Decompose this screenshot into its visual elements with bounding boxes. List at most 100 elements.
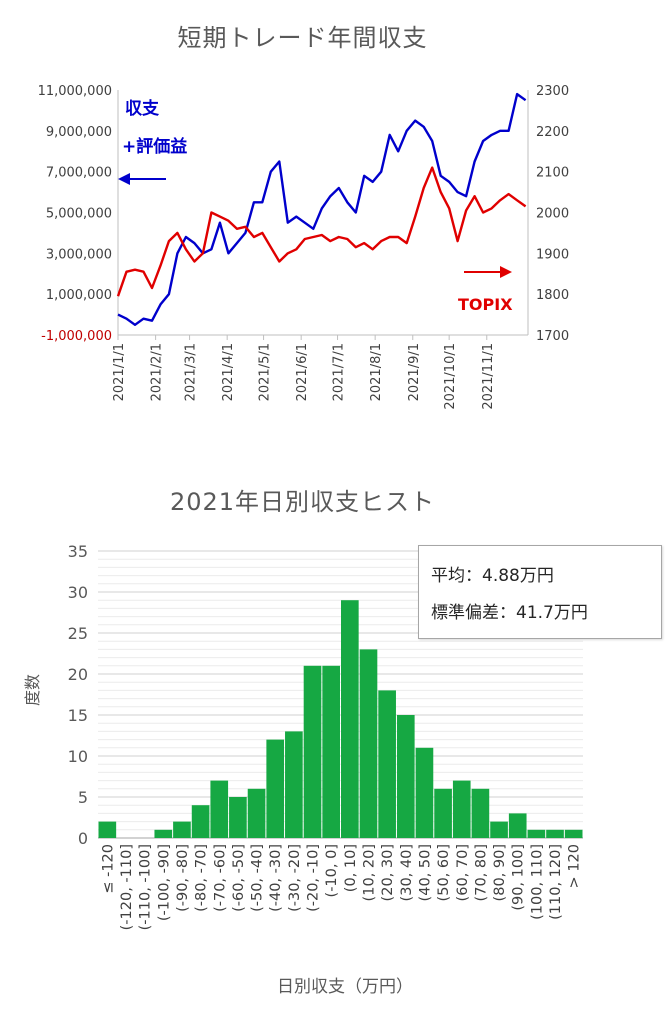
stats-mean: 平均：4.88万円	[431, 566, 554, 586]
series-label-topix: TOPIX	[458, 295, 513, 314]
histogram-x-tick-label: (110, 120]	[548, 844, 564, 920]
x-tick-label: 2021/8/1	[369, 343, 384, 401]
x-tick-label: 2021/4/1	[221, 343, 236, 401]
histogram-y-tick-label: 20	[68, 665, 88, 684]
histogram-bar	[396, 715, 415, 838]
histogram-bar	[471, 788, 490, 838]
histogram-x-tick-label: (-90, -80]	[175, 844, 191, 912]
histogram-x-tick-label: > 120	[567, 844, 583, 888]
histogram-bar	[452, 780, 471, 838]
histogram-x-tick-label: (0, 10]	[343, 844, 359, 892]
histogram-x-tick-label: (-10, 0]	[324, 844, 340, 897]
histogram-y-ticks: 0 5 10 15 20 25 30 35	[68, 542, 88, 848]
histogram-bar	[247, 788, 266, 838]
histogram-bar	[378, 690, 396, 838]
histogram-x-tick-label: (10, 20]	[361, 844, 377, 901]
histogram-bar	[266, 739, 285, 838]
right-tick-label: 2100	[536, 166, 569, 181]
histogram-x-tick-label: (-60, -50]	[231, 844, 247, 912]
histogram-y-tick-label: 0	[78, 829, 88, 848]
pnl-series-line	[117, 92, 527, 326]
x-tick-label: 2021/10/1	[443, 343, 458, 410]
x-tick-label: 2021/3/1	[184, 343, 199, 401]
histogram-bar	[415, 747, 434, 838]
x-tick-label: 2021/9/1	[407, 343, 422, 401]
histogram-x-tick-label: (60, 70]	[455, 844, 471, 901]
histogram-y-tick-label: 30	[68, 583, 88, 602]
histogram-x-label: 日別収支（万円）	[277, 977, 413, 997]
histogram-y-tick-label: 5	[78, 788, 88, 807]
series-annotations: 収支 +評価益 TOPIX	[118, 98, 513, 314]
histogram-bar	[564, 829, 583, 838]
histogram-x-tick-label: (40, 50]	[417, 844, 433, 901]
histogram-x-tick-label: (-110, -100]	[138, 844, 154, 930]
x-axis-ticks: 2021/1/1 2021/2/1 2021/3/1 2021/4/1 2021/5/1…	[112, 335, 496, 410]
series-label-pnl-line2: +評価益	[122, 136, 187, 157]
histogram-x-tick-label: (-100, -90]	[156, 844, 172, 921]
histogram-bar	[210, 780, 229, 838]
line-chart: 11,000,000 9,000,000 7,000,000 5,000,000 3,0…	[38, 84, 570, 410]
line-series	[116, 92, 527, 326]
histogram-x-tick-label: (-50, -40]	[250, 844, 266, 912]
histogram-x-tick-label: (70, 80]	[473, 844, 489, 901]
stats-stddev: 標準偏差：41.7万円	[431, 603, 588, 623]
right-tick-label: 1700	[536, 329, 569, 344]
x-tick-label: 2021/5/1	[258, 343, 273, 401]
histogram-bar	[98, 821, 117, 838]
left-tick-label: 9,000,000	[46, 125, 112, 140]
left-tick-label: 3,000,000	[46, 247, 112, 262]
histogram-bar	[154, 829, 173, 838]
right-arrow-icon	[464, 266, 512, 278]
histogram-x-tick-label: (-70, -60]	[212, 844, 228, 912]
histogram-x-tick-label: (50, 60]	[436, 844, 452, 901]
histogram-bar	[285, 731, 303, 838]
histogram-x-tick-label: (20, 30]	[380, 844, 396, 901]
histogram-bar	[173, 821, 191, 838]
histogram-x-tick-label: (80, 90]	[492, 844, 508, 901]
chart2-title: 2021年日別収支ヒスト	[169, 488, 436, 516]
chart1-title: 短期トレード年間収支	[177, 24, 428, 52]
right-tick-label: 2000	[536, 207, 569, 222]
histogram-bar	[359, 649, 378, 838]
right-tick-label: 1900	[536, 247, 569, 262]
x-tick-label: 2021/1/1	[112, 343, 127, 401]
stats-box: 平均：4.88万円 標準偏差：41.7万円	[418, 545, 662, 639]
x-tick-label: 2021/2/1	[150, 343, 165, 401]
histogram-y-label: 度数	[23, 674, 42, 706]
histogram-bars	[98, 600, 583, 838]
x-tick-label: 2021/11/1	[481, 343, 496, 410]
histogram-x-tick-label: (-20, -10]	[306, 844, 322, 912]
right-tick-label: 2300	[536, 84, 569, 99]
histogram-bar	[341, 600, 359, 838]
histogram-bar	[322, 665, 340, 838]
histogram-x-tick-label: (100, 110]	[529, 844, 545, 920]
left-tick-label: 11,000,000	[38, 84, 112, 99]
histogram-x-tick-label: ≤ -120	[100, 844, 116, 894]
left-tick-label: 7,000,000	[46, 166, 112, 181]
histogram-bar	[303, 665, 322, 838]
histogram-bar	[434, 788, 452, 838]
histogram-bar	[508, 813, 527, 838]
histogram-bar	[191, 805, 210, 838]
histogram-y-tick-label: 25	[68, 624, 88, 643]
histogram-x-tick-label: (-30, -20]	[287, 844, 303, 912]
histogram-x-ticks: ≤ -120 (-120, -110] (-110, -100] (-100, -90…	[100, 844, 582, 930]
histogram-x-tick-label: (-40, -30]	[268, 844, 284, 912]
left-tick-label: -1,000,000	[41, 329, 112, 344]
histogram-bar	[527, 829, 546, 838]
left-tick-label: 5,000,000	[46, 207, 112, 222]
topix-series-line	[116, 166, 527, 297]
left-tick-label: 1,000,000	[46, 288, 112, 303]
histogram-x-tick-label: (90, 100]	[511, 844, 527, 911]
histogram-bar	[490, 821, 508, 838]
histogram-x-tick-label: (30, 40]	[399, 844, 415, 901]
right-axis-ticks: 2300 2200 2100 2000 1900 1800 1700	[536, 84, 569, 344]
x-tick-label: 2021/7/1	[332, 343, 347, 401]
right-tick-label: 1800	[536, 288, 569, 303]
right-tick-label: 2200	[536, 125, 569, 140]
left-arrow-icon	[118, 173, 166, 185]
histogram-y-tick-label: 10	[68, 747, 88, 766]
series-label-pnl-line1: 収支	[125, 98, 160, 119]
left-axis-ticks: 11,000,000 9,000,000 7,000,000 5,000,000 3,0…	[38, 84, 112, 344]
